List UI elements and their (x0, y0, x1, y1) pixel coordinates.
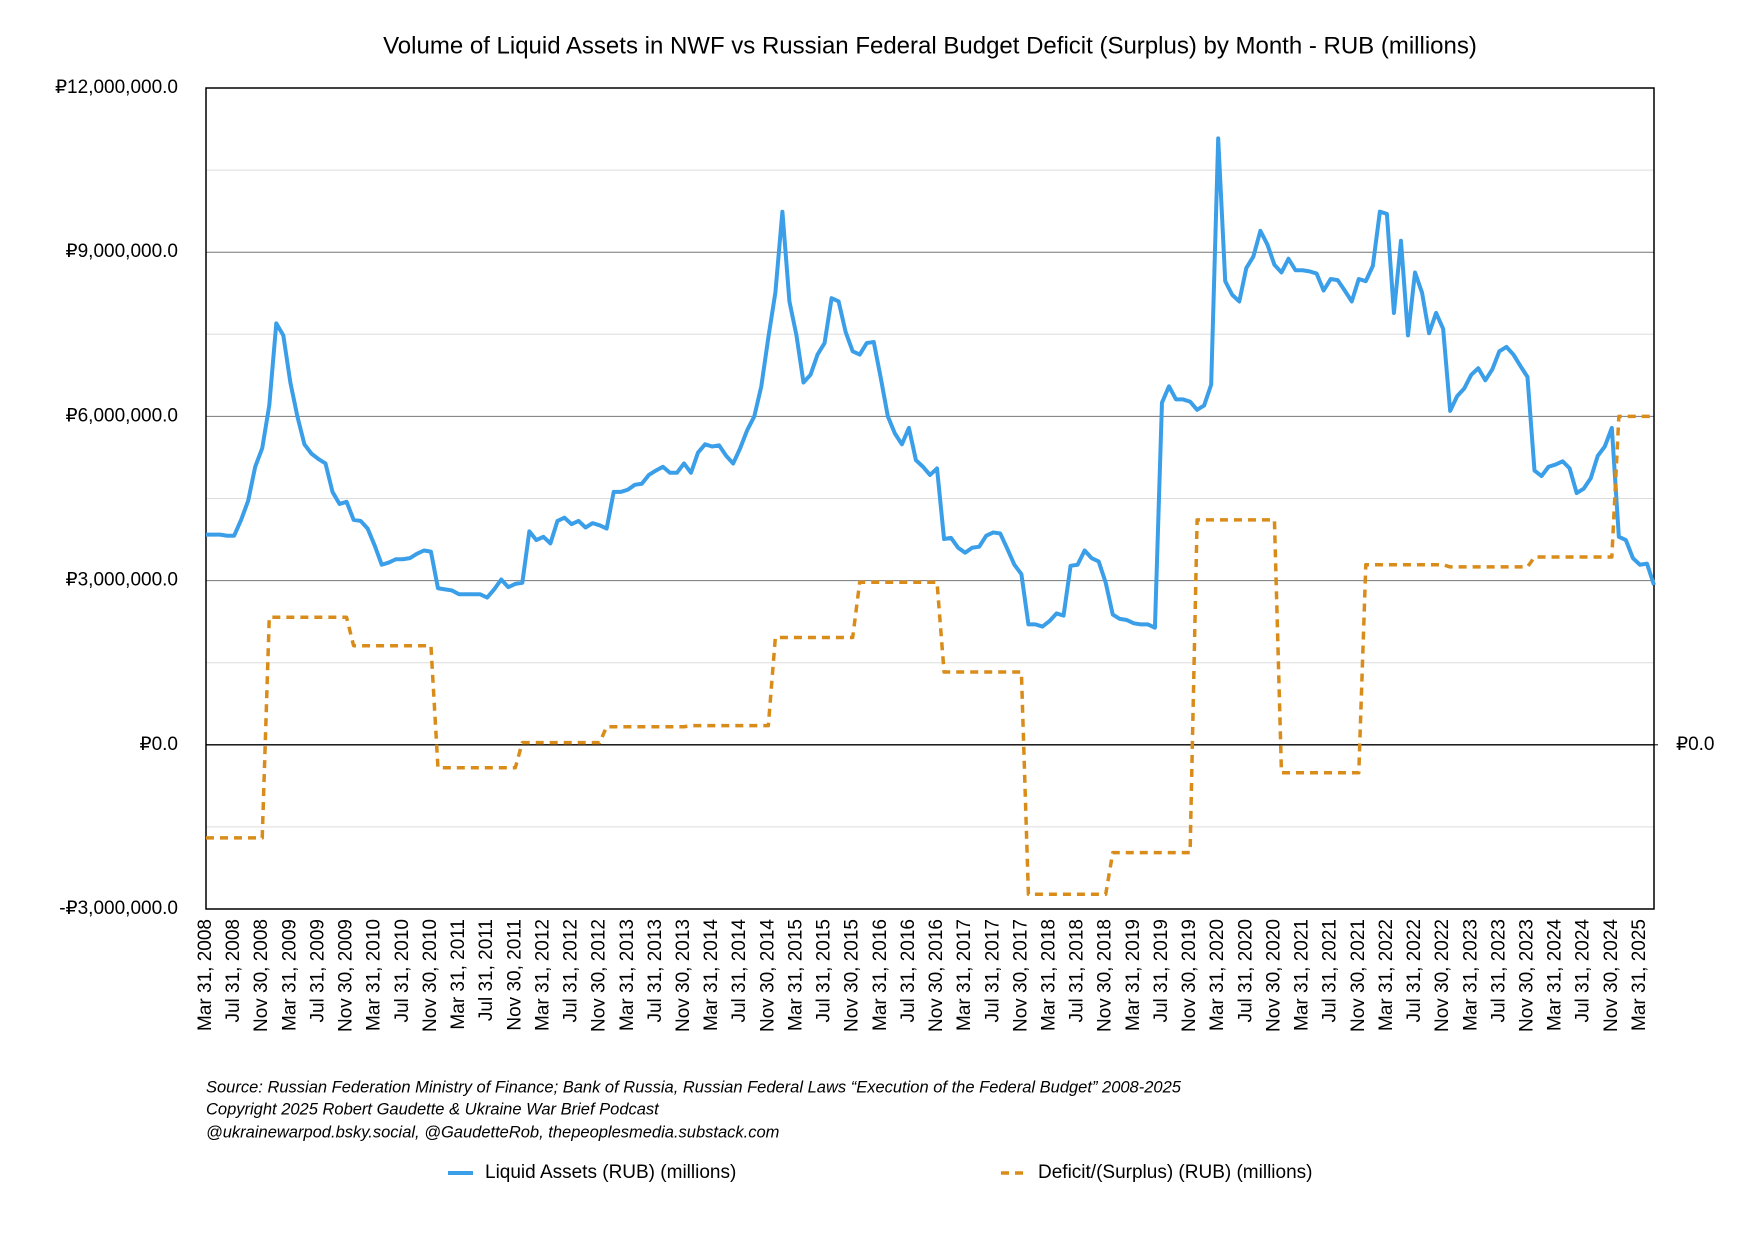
x-tick-label: Nov 30, 2021 (1348, 919, 1369, 1032)
x-tick-label: Mar 31, 2019 (1123, 919, 1144, 1031)
x-tick-label: Jul 31, 2023 (1488, 919, 1509, 1023)
y-tick-label: ₽6,000,000.0 (66, 405, 178, 426)
x-tick-label: Mar 31, 2011 (448, 919, 469, 1030)
x-tick-label: Mar 31, 2016 (870, 919, 891, 1031)
x-tick-label: Mar 31, 2021 (1292, 919, 1313, 1031)
x-tick-label: Mar 31, 2012 (532, 919, 553, 1031)
x-tick-label: Jul 31, 2013 (645, 919, 666, 1023)
x-tick-label: Nov 30, 2014 (757, 919, 778, 1032)
x-tick-label: Nov 30, 2017 (1010, 919, 1031, 1032)
x-tick-label: Mar 31, 2023 (1460, 919, 1481, 1031)
x-tick-label: Nov 30, 2008 (251, 919, 272, 1032)
x-tick-label: Nov 30, 2019 (1179, 919, 1200, 1032)
x-tick-label: Jul 31, 2015 (814, 919, 835, 1023)
x-tick-label: Jul 31, 2022 (1404, 919, 1425, 1023)
series-line (206, 136, 1656, 630)
x-tick-label: Jul 31, 2014 (729, 919, 750, 1023)
x-tick-label: Jul 31, 2012 (561, 919, 582, 1023)
x-tick-label: Mar 31, 2018 (1039, 919, 1060, 1031)
plot-frame (205, 87, 1655, 910)
x-tick-label: Jul 31, 2011 (476, 919, 497, 1021)
footnote: Source: Russian Federation Ministry of F… (206, 1078, 1182, 1096)
x-tick-label: Mar 31, 2024 (1545, 919, 1566, 1031)
x-tick-label: Nov 30, 2016 (926, 919, 947, 1032)
y-tick-label: ₽9,000,000.0 (66, 241, 178, 262)
x-tick-label: Nov 30, 2020 (1263, 919, 1284, 1032)
x-tick-label: Jul 31, 2017 (982, 919, 1003, 1023)
y-tick-label: ₽12,000,000.0 (55, 77, 178, 98)
x-tick-label: Jul 31, 2016 (898, 919, 919, 1023)
x-tick-label: Jul 31, 2018 (1067, 919, 1088, 1023)
x-tick-label: Nov 30, 2024 (1601, 919, 1622, 1032)
x-tick-label: Jul 31, 2024 (1573, 919, 1594, 1023)
series-line (206, 414, 1654, 896)
x-tick-label: Mar 31, 2015 (785, 919, 806, 1031)
x-tick-label: Nov 30, 2022 (1432, 919, 1453, 1032)
x-tick-label: Mar 31, 2022 (1376, 919, 1397, 1031)
x-tick-label: Nov 30, 2009 (336, 919, 357, 1032)
legend-label: Deficit/(Surplus) (RUB) (millions) (1038, 1162, 1312, 1183)
y2-tick-label: ₽0.0 (1676, 734, 1715, 755)
x-tick-label: Jul 31, 2020 (1235, 919, 1256, 1023)
footnote: @ukrainewarpod.bsky.social, @GaudetteRob… (206, 1123, 779, 1141)
x-tick-label: Jul 31, 2010 (392, 919, 413, 1023)
x-tick-label: Nov 30, 2018 (1095, 919, 1116, 1032)
footnote: Copyright 2025 Robert Gaudette & Ukraine… (206, 1100, 660, 1118)
x-tick-label: Mar 31, 2013 (617, 919, 638, 1031)
y-tick-label: ₽3,000,000.0 (66, 570, 178, 591)
x-tick-label: Jul 31, 2009 (307, 919, 328, 1023)
x-tick-label: Jul 31, 2019 (1151, 919, 1172, 1023)
x-tick-label: Mar 31, 2009 (279, 919, 300, 1031)
x-tick-label: Jul 31, 2021 (1320, 919, 1341, 1023)
y-tick-label: -₽3,000,000.0 (59, 898, 178, 919)
x-tick-label: Mar 31, 2025 (1629, 919, 1650, 1031)
x-tick-label: Nov 30, 2013 (673, 919, 694, 1032)
x-tick-label: Mar 31, 2010 (364, 919, 385, 1031)
x-tick-label: Nov 30, 2023 (1516, 919, 1537, 1032)
y-tick-label: ₽0.0 (139, 734, 178, 755)
x-tick-label: Nov 30, 2012 (589, 919, 610, 1032)
x-tick-label: Nov 30, 2010 (420, 919, 441, 1032)
x-tick-label: Mar 31, 2017 (954, 919, 975, 1031)
legend-label: Liquid Assets (RUB) (millions) (485, 1162, 736, 1183)
x-tick-label: Nov 30, 2015 (842, 919, 863, 1032)
x-tick-label: Mar 31, 2008 (195, 919, 216, 1031)
chart-title: Volume of Liquid Assets in NWF vs Russia… (383, 32, 1477, 59)
x-tick-label: Nov 30, 2011 (504, 919, 525, 1031)
x-tick-label: Jul 31, 2008 (223, 919, 244, 1023)
x-tick-label: Mar 31, 2014 (701, 919, 722, 1031)
x-tick-label: Mar 31, 2020 (1207, 919, 1228, 1031)
